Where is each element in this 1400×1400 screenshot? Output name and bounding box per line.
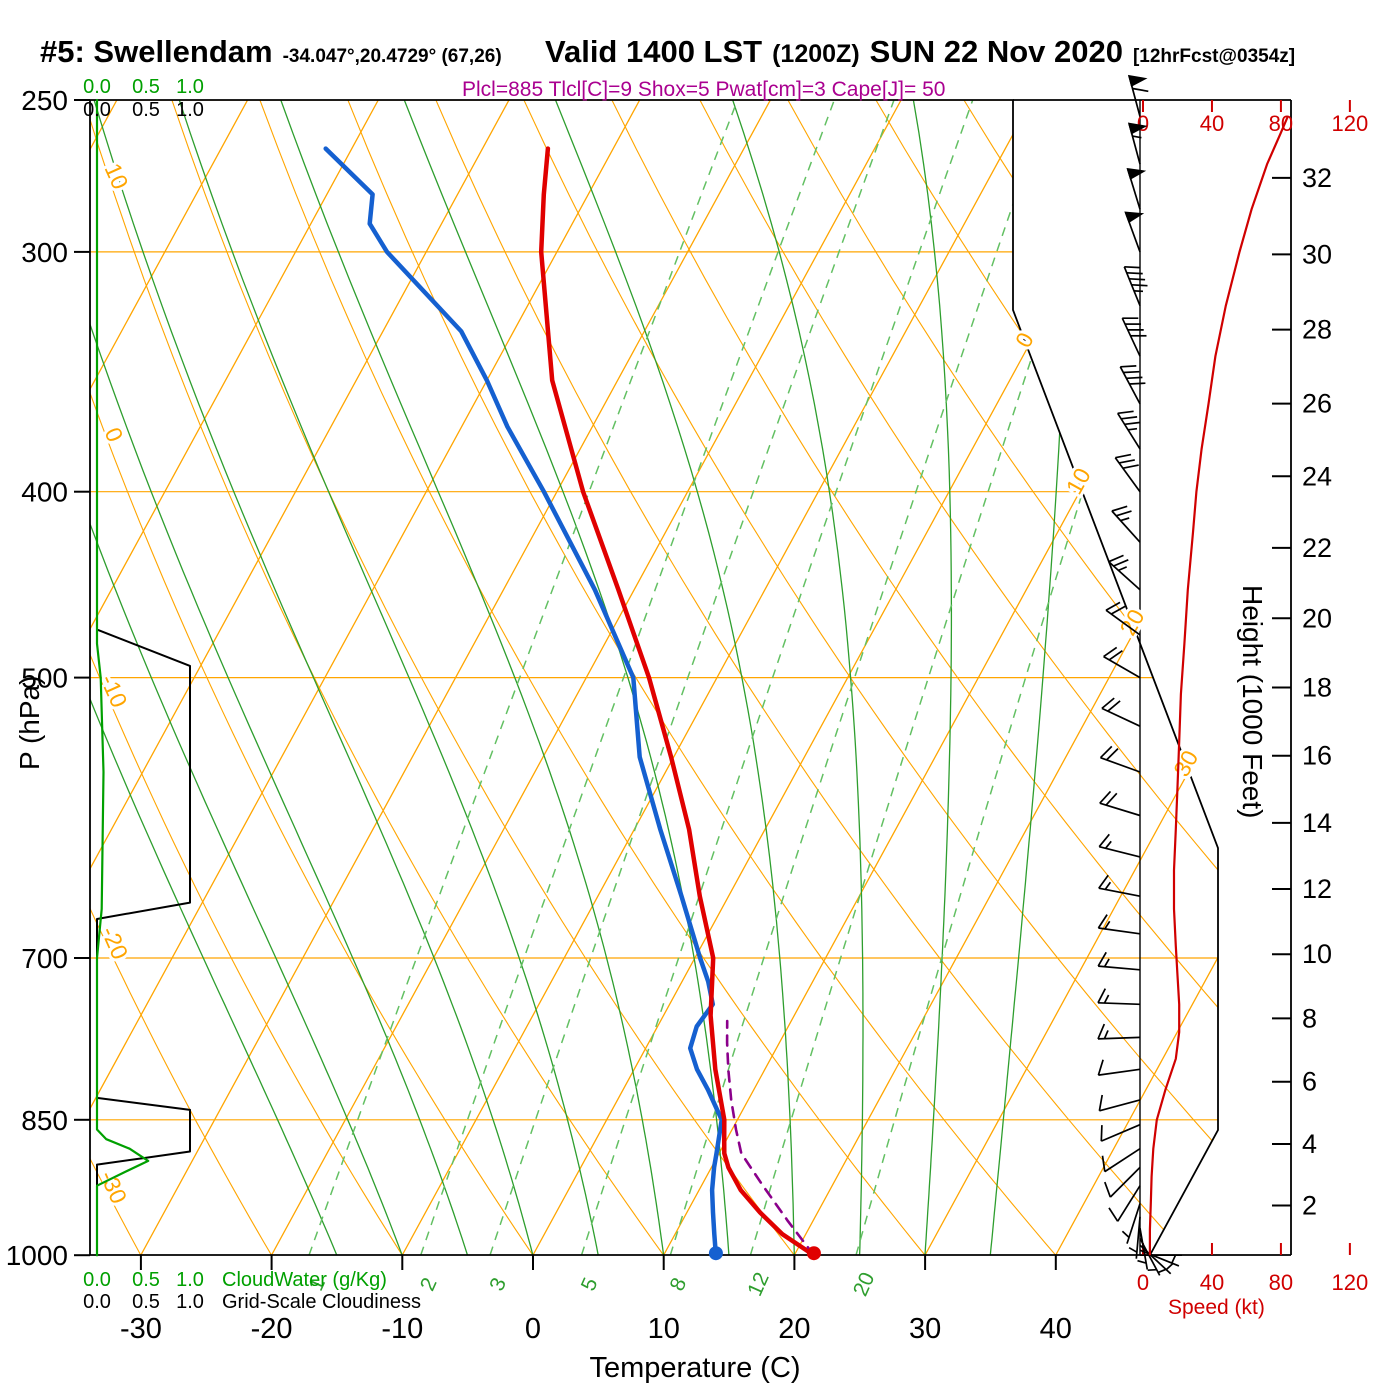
cloudiness-scale-bot-05: 0.5 xyxy=(132,1291,160,1313)
svg-text:10: 10 xyxy=(1302,939,1332,969)
svg-text:1000: 1000 xyxy=(6,1240,68,1271)
svg-text:22: 22 xyxy=(1302,533,1332,563)
svg-text:0: 0 xyxy=(525,1313,541,1345)
skewt-background-grid xyxy=(90,100,1218,1255)
cloudwater-scale-bot-05: 0.5 xyxy=(132,1269,160,1291)
pressure-axis-title: P (hPa) xyxy=(14,675,45,770)
svg-text:10: 10 xyxy=(648,1313,680,1345)
cloudwater-label: CloudWater (g/Kg) xyxy=(222,1269,387,1291)
cloudwater-scale-bot-0: 0.0 xyxy=(83,1269,111,1291)
cloudwater-scale-top-05: 0.5 xyxy=(132,76,160,98)
parcel-path xyxy=(725,1019,816,1257)
sounding-indices: Plcl=885 Tlcl[C]=9 Shox=5 Pwat[cm]=3 Cap… xyxy=(462,78,946,101)
cloudiness-curve xyxy=(96,99,191,1257)
cloudiness-scale-bot-1: 1.0 xyxy=(176,1291,204,1313)
svg-text:30: 30 xyxy=(909,1313,941,1345)
svg-text:2: 2 xyxy=(1302,1191,1317,1221)
svg-text:300: 300 xyxy=(21,237,68,268)
svg-text:40: 40 xyxy=(1200,111,1224,136)
svg-text:10: 10 xyxy=(1061,464,1096,499)
cloudiness-scale-top-0: 0.0 xyxy=(83,99,111,121)
speed-axis-title: Speed (kt) xyxy=(1168,1296,1265,1319)
surface-temp-dot xyxy=(806,1246,821,1261)
svg-text:-30: -30 xyxy=(95,1166,132,1207)
svg-text:20: 20 xyxy=(849,1269,880,1300)
cloudwater-scale-top-0: 0.0 xyxy=(83,76,111,98)
svg-text:700: 700 xyxy=(21,943,68,974)
svg-text:4: 4 xyxy=(1302,1129,1317,1159)
svg-text:850: 850 xyxy=(21,1105,68,1136)
svg-text:80: 80 xyxy=(1269,1270,1293,1295)
svg-text:3: 3 xyxy=(485,1274,511,1294)
svg-text:5: 5 xyxy=(577,1274,603,1294)
svg-text:30: 30 xyxy=(1168,746,1203,781)
svg-text:20: 20 xyxy=(1302,603,1332,633)
surface-dewpoint-dot xyxy=(708,1246,723,1261)
title-left: #5: Swellendam -34.047°,20.4729° (67,26) xyxy=(40,34,502,70)
svg-text:400: 400 xyxy=(21,477,68,508)
wind-barbs xyxy=(1097,74,1182,1276)
cloudiness-scale-top-05: 0.5 xyxy=(132,99,160,121)
svg-text:-20: -20 xyxy=(96,922,133,963)
svg-text:-10: -10 xyxy=(381,1313,423,1345)
wind-speed-curve xyxy=(1148,116,1289,1256)
svg-text:16: 16 xyxy=(1302,741,1332,771)
valid-date: SUN 22 Nov 2020 xyxy=(869,34,1123,69)
svg-text:18: 18 xyxy=(1302,673,1332,703)
cloudiness-label: Grid-Scale Cloudiness xyxy=(222,1291,421,1313)
temperature-axis-title: Temperature (C) xyxy=(589,1352,801,1384)
svg-text:0: 0 xyxy=(1010,328,1039,352)
svg-text:14: 14 xyxy=(1302,808,1332,838)
height-axis-title: Height (1000 Feet) xyxy=(1237,585,1268,819)
svg-text:28: 28 xyxy=(1302,315,1332,345)
svg-text:-20: -20 xyxy=(251,1313,293,1345)
svg-text:30: 30 xyxy=(1302,239,1332,269)
svg-text:250: 250 xyxy=(21,85,68,116)
cloudwater-scale-bot-1: 1.0 xyxy=(176,1269,204,1291)
svg-text:32: 32 xyxy=(1302,163,1332,193)
temperature-curve xyxy=(538,146,817,1258)
svg-text:12: 12 xyxy=(1302,874,1332,904)
sounding-profiles xyxy=(95,98,821,1261)
valid-zulu: (1200Z) xyxy=(772,40,860,68)
svg-text:24: 24 xyxy=(1302,461,1332,491)
valid-time: Valid 1400 LST xyxy=(545,34,763,69)
svg-text:6: 6 xyxy=(1302,1067,1317,1097)
svg-text:500: 500 xyxy=(21,663,68,694)
svg-text:8: 8 xyxy=(666,1274,692,1294)
svg-text:20: 20 xyxy=(778,1313,810,1345)
title-right: Valid 1400 LST (1200Z) SUN 22 Nov 2020 [… xyxy=(545,34,1295,70)
forecast-tag: [12hrFcst@0354z] xyxy=(1132,46,1296,67)
station-coords: -34.047°,20.4729° (67,26) xyxy=(282,46,502,67)
cloudiness-scale-bot-0: 0.0 xyxy=(83,1291,111,1313)
station-title: #5: Swellendam xyxy=(40,34,273,69)
svg-text:12: 12 xyxy=(743,1269,774,1300)
svg-text:40: 40 xyxy=(1040,1313,1072,1345)
svg-text:-30: -30 xyxy=(120,1313,162,1345)
svg-text:8: 8 xyxy=(1302,1003,1317,1033)
cloudwater-curve xyxy=(95,98,150,1257)
svg-text:120: 120 xyxy=(1332,111,1369,136)
cloudiness-scale-top-1: 1.0 xyxy=(176,99,204,121)
svg-text:40: 40 xyxy=(1200,1270,1224,1295)
svg-text:0: 0 xyxy=(100,424,129,446)
svg-text:0: 0 xyxy=(1137,1270,1149,1295)
cloudwater-scale-top-1: 1.0 xyxy=(176,76,204,98)
svg-text:26: 26 xyxy=(1302,389,1332,419)
svg-text:120: 120 xyxy=(1332,1270,1369,1295)
dewpoint-curve xyxy=(323,146,724,1258)
